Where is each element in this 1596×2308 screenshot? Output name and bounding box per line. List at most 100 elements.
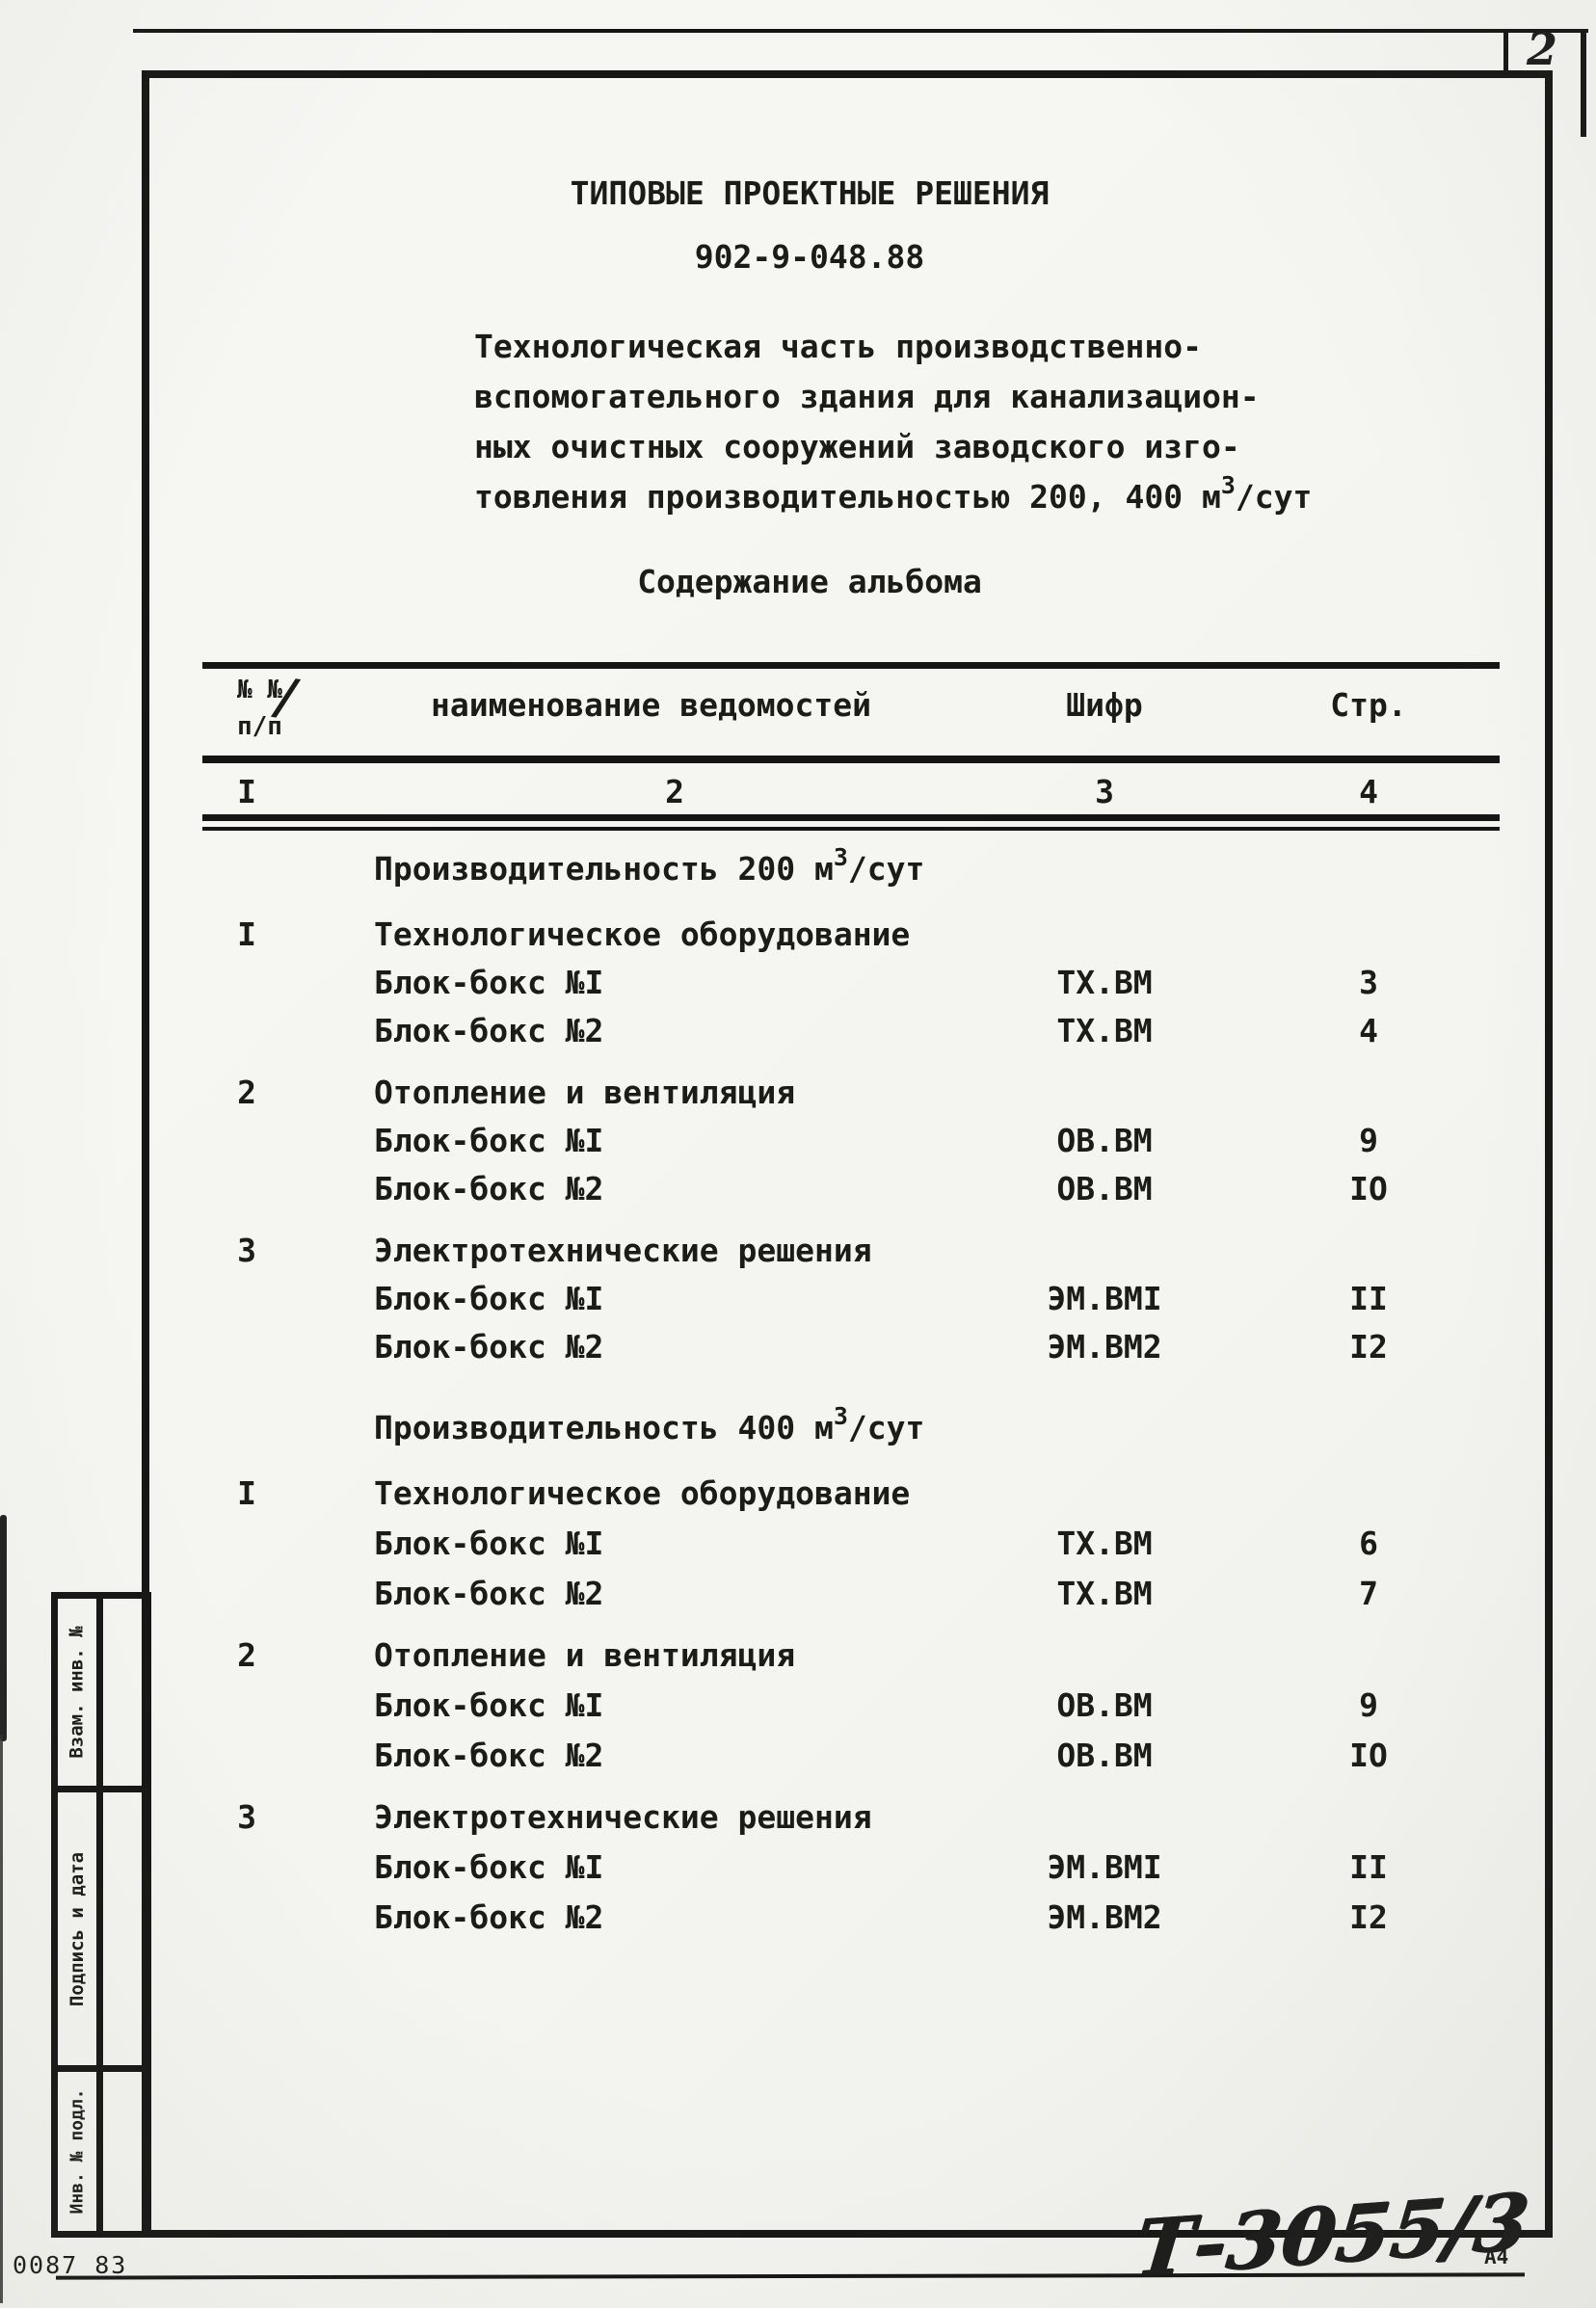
row-code: ЭМ.ВМI [1047,1848,1162,1886]
col-number-4: 4 [1359,773,1378,810]
section-heading-row: Производительность 400 м3/сут [0,1403,1596,1453]
row-name: Блок-бокс №I [374,1525,604,1562]
row-name: Блок-бокс №I [374,1122,604,1159]
sheet-cell-right-border [1581,29,1586,137]
handwritten-sheet-number: 2 [1527,23,1558,75]
col-header-no-line1: № № [237,676,282,704]
group-number: I [237,1474,256,1512]
group-title-row: I Технологическое оборудование [0,1474,1596,1519]
group-title: Электротехнические решения [374,1232,872,1269]
doc-number: 902-9-048.88 [694,238,925,276]
group-title-row: 2 Отопление и вентиляция [0,1637,1596,1681]
row-code: ТХ.ВМ [1056,964,1153,1001]
table-row: Блок-бокс №2 ОВ.ВМ IO [0,1170,1596,1214]
stamp-box-divider [96,1599,103,1786]
table-row: Блок-бокс №I ОВ.ВМ 9 [0,1122,1596,1166]
row-code: ЭМ.ВМ2 [1047,1328,1162,1366]
doc-type-title: ТИПОВЫЕ ПРОЕКТНЫЕ РЕШЕНИЯ [570,174,1050,212]
section-heading-sup: 3 [833,843,848,871]
row-code: ТХ.ВМ [1056,1012,1153,1049]
row-name: Блок-бокс №2 [374,1737,604,1774]
footer-form-number: 0087 83 [13,2251,128,2279]
row-code: ЭМ.ВМ2 [1047,1898,1162,1936]
row-name: Блок-бокс №2 [374,1328,604,1366]
row-name: Блок-бокс №I [374,964,604,1001]
row-page: IO [1349,1170,1388,1207]
table-row: Блок-бокс №2 ЭМ.ВМ2 I2 [0,1898,1596,1943]
section-heading-suffix: /сут [847,1409,925,1446]
stamp-label-cell: Инв. № подл. [58,2072,96,2231]
page-frame [142,70,1553,2238]
table-rule-double-upper [202,814,1500,821]
group-number: 2 [237,1074,256,1111]
row-code: ТХ.ВМ [1056,1575,1153,1612]
sheet-cell-left-border [1503,29,1508,74]
row-code: ОВ.ВМ [1056,1686,1153,1724]
group-title: Электротехнические решения [374,1798,872,1836]
table-row: Блок-бокс №I ОВ.ВМ 9 [0,1686,1596,1731]
group-title: Технологическое оборудование [374,915,911,953]
stamp-label-cell: Подпись и дата [58,1792,96,2065]
description-line: Технологическая часть производственно- [474,328,1202,365]
row-name: Блок-бокс №2 [374,1012,604,1049]
section-heading: Производительность 400 м3/сут [374,1403,925,1446]
col-number-2: 2 [665,773,684,810]
group-number: 3 [237,1232,256,1269]
format-label: А4 [1484,2245,1509,2268]
group-number: 3 [237,1798,256,1836]
description-line: вспомогательного здания для канализацион… [474,378,1260,415]
group-title-row: 2 Отопление и вентиляция [0,1074,1596,1118]
col-header-no-line2: п/п [237,712,282,741]
row-name: Блок-бокс №2 [374,1898,604,1936]
table-rule-header-bottom [202,756,1500,763]
row-page: I2 [1349,1328,1388,1366]
col-header-code: Шифр [1066,686,1143,724]
col-header-page: Стр. [1330,686,1407,724]
row-page: II [1349,1848,1388,1886]
group-number: I [237,915,256,953]
row-code: ОВ.ВМ [1056,1737,1153,1774]
stamp-box-divider [96,1792,103,2065]
section-heading-suffix: /сут [847,850,925,888]
group-title: Отопление и вентиляция [374,1074,796,1111]
row-name: Блок-бокс №2 [374,1575,604,1612]
row-page: 9 [1359,1122,1378,1159]
stamp-box-vzam-inv: Взам. инв. № [51,1592,151,1792]
group-title: Технологическое оборудование [374,1474,911,1512]
description-line4-sup: 3 [1220,471,1236,499]
row-page: 9 [1359,1686,1378,1724]
table-rule-top [202,662,1500,669]
table-row: Блок-бокс №2 ТХ.ВМ 4 [0,1012,1596,1056]
stamp-box-divider [96,2072,103,2231]
row-name: Блок-бокс №I [374,1848,604,1886]
contents-title: Содержание альбома [637,563,982,600]
row-name: Блок-бокс №2 [374,1170,604,1207]
table-row: Блок-бокс №2 ОВ.ВМ IO [0,1738,1596,1781]
row-page: I2 [1349,1898,1388,1936]
row-page: 6 [1359,1525,1378,1562]
stamp-box-inv-podl: Инв. № подл. [51,2065,151,2238]
stamp-label-vzam-inv: Взам. инв. № [66,1626,88,1759]
row-page: 3 [1359,964,1378,1001]
table-row: Блок-бокс №2 ЭМ.ВМ2 I2 [0,1328,1596,1372]
row-page: 7 [1359,1575,1378,1612]
description-line: ных очистных сооружений заводского изго- [474,428,1240,465]
section-heading-text: Производительность 200 м [374,850,834,888]
row-code: ОВ.ВМ [1056,1122,1153,1159]
section-heading-row: Производительность 200 м3/сут [0,844,1596,894]
col-number-1: I [237,773,256,810]
row-page: II [1349,1280,1388,1317]
row-code: ЭМ.ВМI [1047,1280,1162,1317]
group-title-row: I Технологическое оборудование [0,915,1596,960]
description-line: товления производительностью 200, 400 м3… [474,472,1312,516]
table-row: Блок-бокс №I ЭМ.ВМI II [0,1848,1596,1893]
col-header-name: наименование ведомостей [431,686,871,724]
row-page: 4 [1359,1012,1378,1049]
col-number-3: 3 [1095,773,1114,810]
description-line4-text: товления производительностью 200, 400 м [474,478,1221,516]
row-code: ОВ.ВМ [1056,1170,1153,1207]
stamp-label-cell: Взам. инв. № [58,1599,96,1786]
section-heading-sup: 3 [833,1402,848,1430]
table-row: Блок-бокс №I ТХ.ВМ 6 [0,1525,1596,1569]
table-rule-double-lower [202,827,1500,831]
